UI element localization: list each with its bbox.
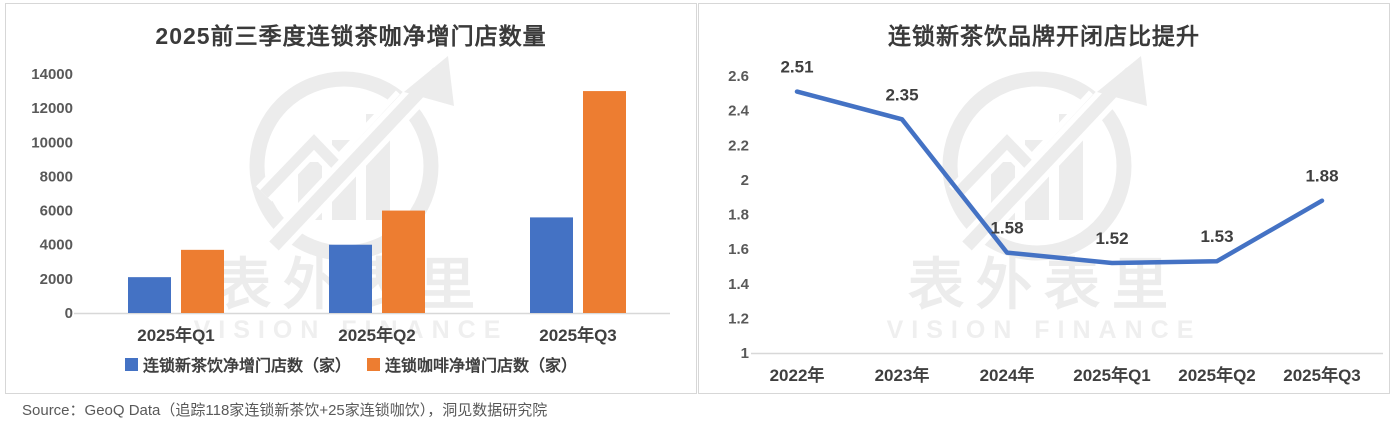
svg-text:2024年: 2024年: [980, 365, 1035, 385]
svg-text:1.88: 1.88: [1305, 167, 1338, 186]
svg-text:1.53: 1.53: [1200, 227, 1233, 246]
svg-text:2.6: 2.6: [728, 68, 749, 85]
svg-text:2.2: 2.2: [728, 137, 749, 154]
svg-text:2023年: 2023年: [875, 365, 930, 385]
svg-text:2022年: 2022年: [770, 365, 825, 385]
line-chart-panel: 表外表里 VISION FINANCE 连锁新茶饮品牌开闭店比提升 1 1.2 1.…: [698, 3, 1390, 394]
line-chart-title: 连锁新茶饮品牌开闭店比提升: [888, 23, 1200, 49]
svg-text:1.2: 1.2: [728, 310, 749, 327]
svg-text:1.8: 1.8: [728, 207, 749, 224]
legend-swatch-blue: [124, 357, 138, 371]
svg-text:1.58: 1.58: [990, 219, 1023, 238]
bar-chart-legend: 连锁新茶饮净增门店数（家） 连锁咖啡净增门店数（家）: [6, 352, 696, 376]
bar-chart-title: 2025前三季度连锁茶咖净增门店数量: [155, 23, 547, 49]
svg-text:1.6: 1.6: [728, 241, 749, 258]
svg-text:2000: 2000: [40, 271, 73, 288]
svg-text:2025年Q2: 2025年Q2: [338, 325, 416, 345]
legend-item-coffee: 连锁咖啡净增门店数（家）: [367, 352, 577, 376]
svg-text:14000: 14000: [31, 66, 73, 83]
svg-text:2.51: 2.51: [780, 58, 813, 77]
svg-text:2.35: 2.35: [885, 85, 918, 104]
svg-text:6000: 6000: [40, 203, 73, 220]
svg-text:2025年Q1: 2025年Q1: [137, 325, 215, 345]
svg-text:2: 2: [741, 172, 749, 189]
bar-chart: 0 2000 4000 6000 8000 10000 12000 14000 2025年Q1 2…: [31, 66, 670, 345]
svg-text:12000: 12000: [31, 100, 73, 117]
svg-text:10000: 10000: [31, 134, 73, 151]
svg-text:4000: 4000: [40, 237, 73, 254]
svg-text:1.52: 1.52: [1095, 229, 1128, 248]
line-chart: 1 1.2 1.4 1.6 1.8 2 2.2 2.4 2.6 2.51 2022年 2.35 2023…: [728, 58, 1383, 385]
svg-text:2.4: 2.4: [728, 103, 750, 120]
legend-label-tea: 连锁新茶饮净增门店数（家）: [142, 358, 351, 375]
source-note: Source：GeoQ Data（追踪118家连锁新茶饮+25家连锁咖饮），洞见…: [22, 402, 548, 419]
svg-text:2025年Q3: 2025年Q3: [1283, 365, 1361, 385]
legend-item-tea: 连锁新茶饮净增门店数（家）: [124, 352, 351, 376]
svg-text:1.4: 1.4: [728, 276, 750, 293]
svg-text:8000: 8000: [40, 168, 73, 185]
svg-text:2025年Q1: 2025年Q1: [1073, 365, 1151, 385]
svg-text:2025年Q2: 2025年Q2: [1178, 365, 1256, 385]
legend-label-coffee: 连锁咖啡净增门店数（家）: [385, 358, 578, 375]
bar-chart-panel: 表外表里 VISION FINANCE 2025前三季度连锁茶咖净增门店数量 0…: [5, 3, 697, 394]
legend-swatch-orange: [367, 357, 380, 371]
svg-text:2025年Q3: 2025年Q3: [539, 325, 617, 345]
svg-text:0: 0: [65, 305, 73, 322]
svg-text:1: 1: [741, 345, 749, 362]
